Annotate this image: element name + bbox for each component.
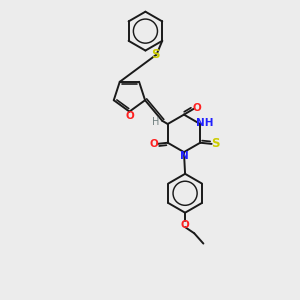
Text: NH: NH xyxy=(196,118,214,128)
Text: S: S xyxy=(151,48,160,61)
Text: N: N xyxy=(180,151,188,161)
Text: S: S xyxy=(211,137,220,150)
Text: O: O xyxy=(150,139,158,149)
Text: O: O xyxy=(125,111,134,121)
Text: O: O xyxy=(181,220,190,230)
Text: H: H xyxy=(152,117,160,127)
Text: O: O xyxy=(192,103,201,113)
